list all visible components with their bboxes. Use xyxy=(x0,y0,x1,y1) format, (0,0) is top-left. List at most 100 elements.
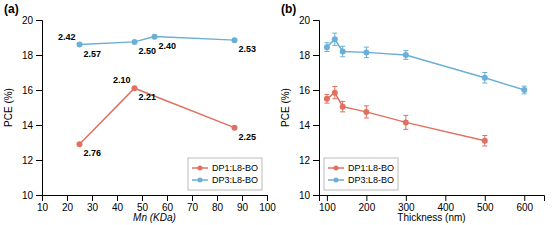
error-bar xyxy=(522,86,527,94)
x-tick-mark xyxy=(217,195,218,201)
x-tick-mark xyxy=(406,195,407,201)
x-tick: 100 xyxy=(319,195,336,213)
y-tick-label: 16 xyxy=(22,85,34,96)
point xyxy=(403,119,409,125)
point xyxy=(132,85,138,91)
annotation: 2.76 xyxy=(84,148,102,158)
y-tick-mark xyxy=(313,195,319,196)
x-axis: 10 20 30 40 50 60 70 80 90 100 xyxy=(37,195,276,213)
error-bar xyxy=(364,47,369,58)
x-tick-label: 200 xyxy=(359,202,376,213)
point xyxy=(232,37,238,43)
error-bar xyxy=(340,101,345,112)
x-tick-mark xyxy=(67,195,68,201)
series xyxy=(324,33,527,94)
x-tick: 40 xyxy=(112,195,124,213)
x-tick-label: 100 xyxy=(259,202,276,213)
y-tick-label: 18 xyxy=(22,50,34,61)
x-tick-label: 20 xyxy=(62,202,74,213)
y-tick-mark xyxy=(36,160,42,161)
annotation: 2.42 xyxy=(58,32,76,42)
point xyxy=(324,44,330,50)
y-tick: 14 xyxy=(22,120,42,131)
y-tick-label: 14 xyxy=(299,120,311,131)
y-tick-label: 10 xyxy=(299,190,311,201)
x-tick-mark xyxy=(445,195,446,201)
x-tick-mark xyxy=(524,195,525,201)
x-axis-title: Thickness (nm) xyxy=(397,212,465,223)
point xyxy=(340,104,346,110)
y-tick-label: 20 xyxy=(22,15,34,26)
x-tick: 10 xyxy=(37,195,49,213)
y-axis-domain xyxy=(36,21,43,196)
y-tick-label: 10 xyxy=(22,190,34,201)
series xyxy=(324,87,488,147)
error-bar xyxy=(324,94,329,103)
y-tick-label: 12 xyxy=(22,155,34,166)
y-axis: 10 12 14 16 18 20 xyxy=(22,15,43,201)
legend-swatch xyxy=(197,166,202,171)
error-bar xyxy=(324,43,329,52)
x-tick: 90 xyxy=(237,195,249,213)
x-tick: 500 xyxy=(477,195,494,213)
error-bar xyxy=(364,106,369,118)
y-tick: 20 xyxy=(22,15,42,26)
y-tick: 10 xyxy=(22,190,42,201)
point xyxy=(482,138,488,144)
legend: DP1:L8-BODP3:L8-BO xyxy=(324,158,398,190)
error-bar xyxy=(403,115,408,129)
error-bar xyxy=(403,51,408,60)
y-axis-title: PCE (%) xyxy=(3,88,14,127)
y-tick-label: 20 xyxy=(299,15,311,26)
x-tick-label: 90 xyxy=(237,202,249,213)
x-axis-title: Mn (KDa) xyxy=(133,212,176,223)
x-tick-mark xyxy=(142,195,143,201)
y-axis: 101214161820 xyxy=(299,15,320,201)
y-tick-mark xyxy=(313,90,319,91)
chart: 10 20 30 40 50 60 70 80 90 100 10 12 14 16 18 20 Mn (KDa… xyxy=(0,0,554,225)
x-tick-mark xyxy=(485,195,486,201)
y-tick-mark xyxy=(36,125,42,126)
point xyxy=(77,42,83,48)
error-bar xyxy=(340,46,345,57)
x-tick: 70 xyxy=(187,195,199,213)
panel-label: (a) xyxy=(4,2,19,16)
y-tick-label: 18 xyxy=(299,50,311,61)
x-tick: 300 xyxy=(398,195,415,213)
x-tick: 20 xyxy=(62,195,74,213)
series-line xyxy=(327,93,485,141)
point xyxy=(132,39,138,45)
y-tick-label: 14 xyxy=(22,120,34,131)
x-tick-mark xyxy=(366,195,367,201)
x-tick: 600 xyxy=(516,195,533,213)
point xyxy=(332,90,338,96)
x-tick: 50 xyxy=(137,195,149,213)
y-axis-title: PCE (%) xyxy=(280,88,291,127)
point xyxy=(521,87,527,93)
point xyxy=(332,36,338,42)
marks xyxy=(324,33,527,146)
legend-label: DP1:L8-BO xyxy=(348,163,394,173)
x-tick: 400 xyxy=(437,195,454,213)
y-tick: 14 xyxy=(299,120,319,131)
x-tick-mark xyxy=(92,195,93,201)
legend-label: DP3:L8-BO xyxy=(212,175,258,185)
error-bar xyxy=(482,73,487,84)
panel: 100200300400500600101214161820Thickness … xyxy=(280,2,545,223)
x-tick-mark xyxy=(167,195,168,201)
x-tick-label: 30 xyxy=(87,202,99,213)
y-tick-mark xyxy=(313,55,319,56)
annotation: 2.50 xyxy=(139,46,157,56)
point xyxy=(340,49,346,55)
x-tick: 60 xyxy=(162,195,174,213)
y-tick-label: 16 xyxy=(299,85,311,96)
x-tick-label: 80 xyxy=(212,202,224,213)
legend-swatch xyxy=(334,178,339,183)
series xyxy=(77,34,238,48)
point xyxy=(152,34,158,40)
point xyxy=(324,96,330,102)
error-bar xyxy=(482,136,487,147)
panel: 10 20 30 40 50 60 70 80 90 100 10 12 14 16 18 20 Mn (KDa… xyxy=(3,2,276,223)
x-tick-mark xyxy=(327,195,328,201)
series-line xyxy=(327,39,524,90)
